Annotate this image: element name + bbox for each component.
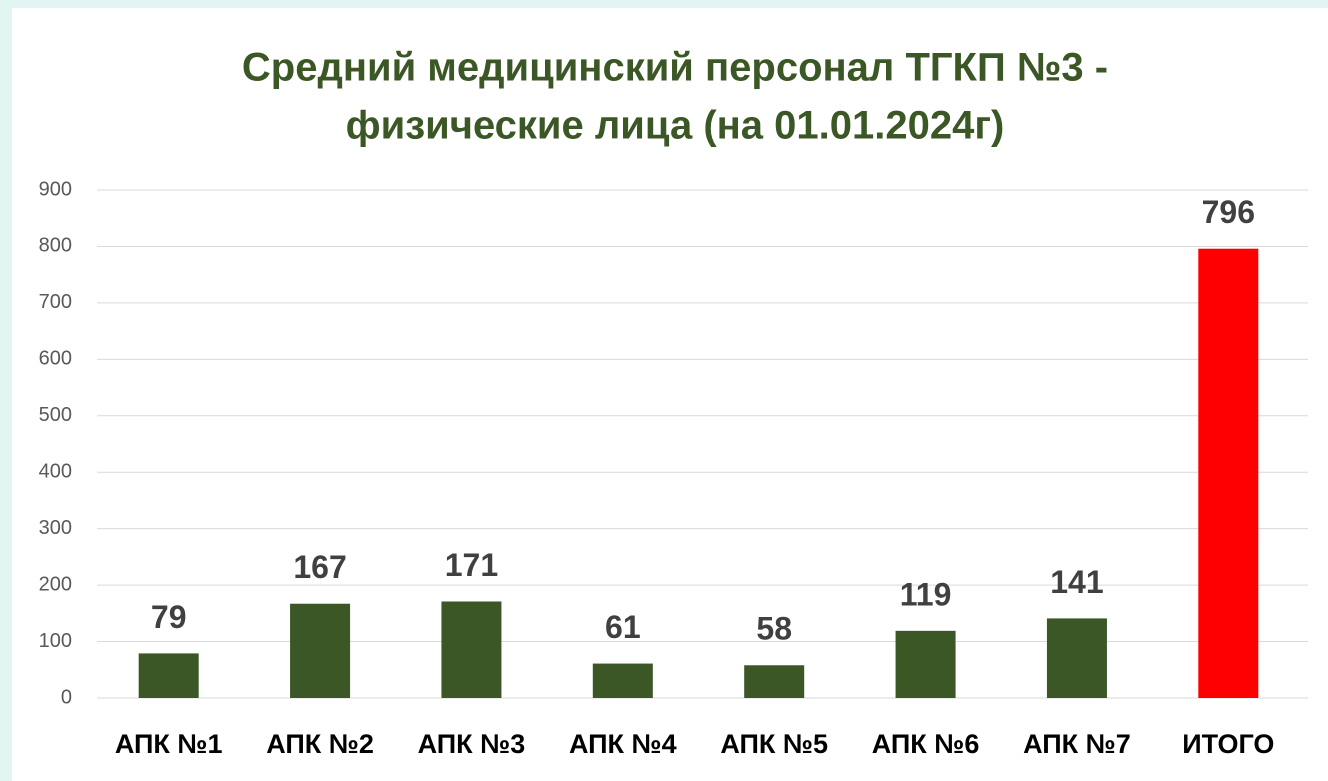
chart-title-line: Средний медицинский персонал ТГКП №3 - <box>242 46 1108 90</box>
y-tick-label: 900 <box>39 178 72 200</box>
value-label: 119 <box>900 576 952 612</box>
y-tick-label: 600 <box>39 348 72 370</box>
bar <box>744 665 805 698</box>
bar <box>1198 248 1259 699</box>
bar <box>592 663 653 698</box>
y-tick-label: 300 <box>39 517 72 539</box>
value-label: 167 <box>293 549 346 585</box>
bar <box>1046 618 1107 698</box>
bar <box>895 630 956 698</box>
y-tick-label: 700 <box>39 291 72 313</box>
chart-title-line: физические лица (на 01.01.2024г) <box>346 104 1005 148</box>
value-label: 58 <box>756 611 792 647</box>
x-tick-label: ИТОГО <box>1182 729 1274 759</box>
y-tick-label: 400 <box>39 461 72 483</box>
x-tick-label: АПК №6 <box>872 729 980 759</box>
chart-background <box>12 8 1328 781</box>
x-tick-label: АПК №2 <box>266 729 374 759</box>
bar <box>290 603 351 698</box>
y-tick-label: 100 <box>39 630 72 652</box>
value-label: 141 <box>1050 564 1103 600</box>
x-tick-label: АПК №7 <box>1023 729 1131 759</box>
y-tick-label: 0 <box>61 686 72 708</box>
x-tick-label: АПК №5 <box>720 729 828 759</box>
x-tick-label: АПК №3 <box>418 729 526 759</box>
bar <box>138 653 199 698</box>
value-label: 171 <box>445 547 498 583</box>
bar <box>441 601 502 698</box>
x-tick-label: АПК №1 <box>115 729 223 759</box>
y-tick-label: 500 <box>39 404 72 426</box>
value-label: 79 <box>151 599 187 635</box>
value-label: 796 <box>1202 194 1255 230</box>
y-tick-label: 200 <box>39 573 72 595</box>
x-tick-label: АПК №4 <box>569 729 677 759</box>
y-tick-label: 800 <box>39 235 72 257</box>
value-label: 61 <box>605 609 641 645</box>
